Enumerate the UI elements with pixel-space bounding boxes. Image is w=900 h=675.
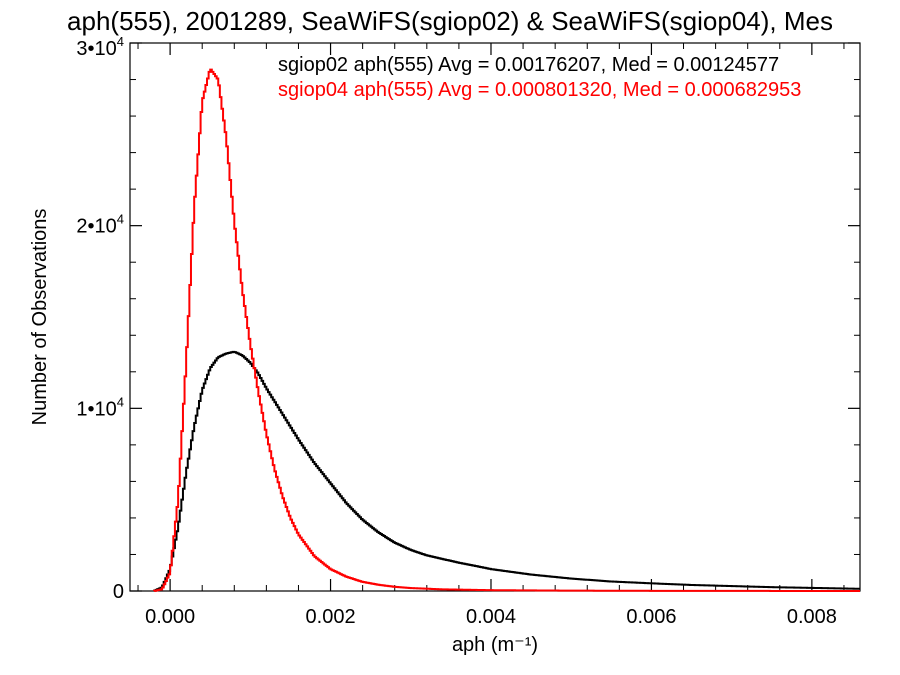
x-tick-label: 0.002 <box>306 606 356 628</box>
series-line-sgiop04 <box>153 68 860 592</box>
y-tick-label-exponent: 4 <box>117 212 124 227</box>
plot-frame <box>129 42 861 592</box>
y-tick-label: 2•104 <box>76 212 124 238</box>
series-line-sgiop02 <box>153 350 860 592</box>
y-tick-label: 1•104 <box>76 394 124 420</box>
y-tick-label-base: 1•10 <box>76 398 116 420</box>
x-tick-label: 0.008 <box>787 606 837 628</box>
x-tick-label: 0.004 <box>466 606 516 628</box>
x-tick-label: 0.000 <box>145 606 195 628</box>
y-tick-label-base: 2•10 <box>76 216 116 238</box>
y-tick-label-exponent: 4 <box>117 34 124 49</box>
legend-entry-sgiop04: sgiop04 aph(555) Avg = 0.000801320, Med … <box>278 79 801 101</box>
series-layer <box>153 68 860 592</box>
chart-title: aph(555), 2001289, SeaWiFS(sgiop02) & Se… <box>67 6 833 36</box>
y-tick-label-exponent: 4 <box>117 394 124 409</box>
y-tick-label: 0 <box>113 581 124 603</box>
x-axis-label: aph (m⁻¹) <box>452 634 538 656</box>
legend-entry-sgiop02: sgiop02 aph(555) Avg = 0.00176207, Med =… <box>278 54 779 76</box>
y-tick-label: 3•104 <box>76 34 124 60</box>
y-tick-label-base: 0 <box>113 581 124 603</box>
x-tick-label: 0.006 <box>626 606 676 628</box>
y-tick-label-base: 3•10 <box>76 38 116 60</box>
y-axis-label: Number of Observations <box>29 209 51 426</box>
x-axis: 0.000 0.002 0.004 0.006 0.008 <box>137 43 845 628</box>
